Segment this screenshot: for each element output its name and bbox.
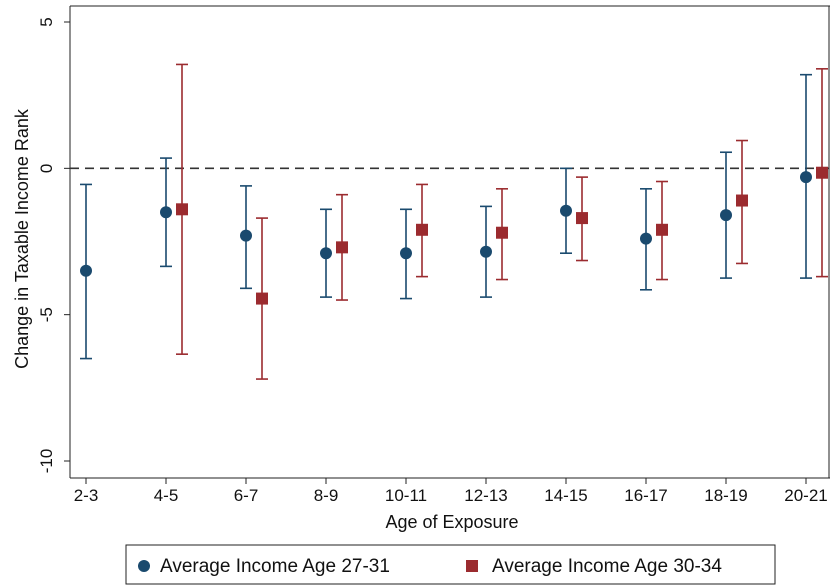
legend: Average Income Age 27-31 Average Income …	[125, 544, 776, 585]
y-tick-label: -5	[37, 307, 56, 322]
x-tick-label: 2-3	[74, 486, 99, 505]
series-1	[80, 73, 812, 360]
legend-label-series-1: Average Income Age 27-31	[160, 556, 390, 577]
data-point	[400, 247, 412, 260]
x-tick-label: 4-5	[154, 486, 179, 505]
series-2	[176, 63, 828, 380]
data-point	[80, 264, 92, 277]
data-point	[176, 203, 188, 216]
data-point	[800, 171, 812, 184]
data-point	[480, 245, 492, 258]
data-point	[256, 292, 268, 305]
data-point	[336, 241, 348, 254]
data-point	[640, 232, 652, 245]
y-tick-label: 0	[37, 164, 56, 173]
data-point	[576, 212, 588, 225]
legend-box	[125, 544, 776, 585]
x-axis-title: Age of Exposure	[385, 512, 518, 532]
y-axis: 5 0 -5 -10	[37, 17, 70, 473]
data-point	[320, 247, 332, 260]
y-tick-label: 5	[37, 17, 56, 26]
x-tick-label: 20-21	[784, 486, 827, 505]
x-tick-label: 16-17	[624, 486, 667, 505]
chart-marks	[80, 63, 828, 380]
x-tick-label: 12-13	[464, 486, 507, 505]
data-point	[720, 209, 732, 222]
legend-label-series-2: Average Income Age 30-34	[492, 556, 722, 577]
y-tick-label: -10	[37, 449, 56, 474]
x-tick-label: 18-19	[704, 486, 747, 505]
x-tick-label: 14-15	[544, 486, 587, 505]
data-point	[656, 223, 668, 236]
data-point	[736, 194, 748, 207]
data-point	[816, 166, 828, 179]
data-point	[416, 223, 428, 236]
x-axis: 2-3 4-5 6-7 8-9 10-11 12-13 14-15 16-17 18-19 20-…	[74, 478, 828, 505]
legend-marker-series-1	[138, 560, 150, 572]
data-point	[560, 204, 572, 217]
x-tick-label: 8-9	[314, 486, 339, 505]
data-point	[496, 226, 508, 239]
data-point	[160, 206, 172, 219]
x-tick-label: 10-11	[385, 486, 427, 505]
y-axis-title: Change in Taxable Income Rank	[12, 108, 32, 369]
legend-marker-series-2	[466, 560, 478, 572]
plot-frame	[69, 5, 830, 479]
data-point	[240, 229, 252, 242]
x-tick-label: 6-7	[234, 486, 259, 505]
